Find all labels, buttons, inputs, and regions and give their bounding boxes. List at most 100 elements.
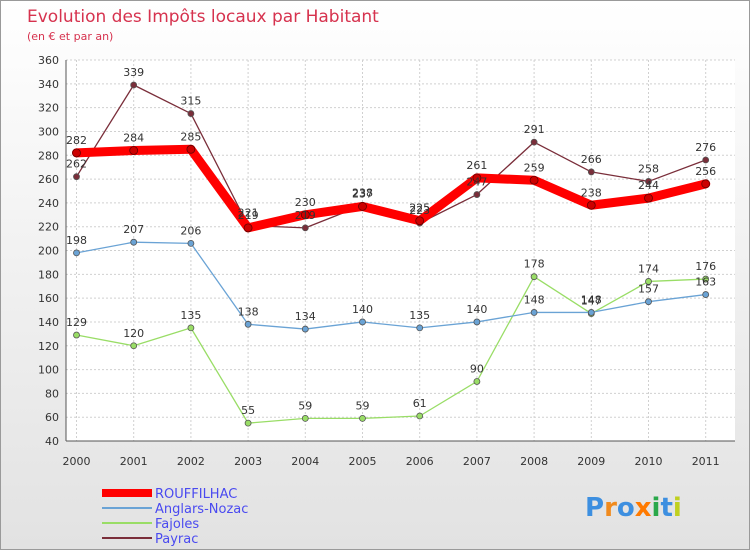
data-label: 247 [466, 176, 487, 189]
chart-subtitle: (en € et par an) [27, 30, 113, 43]
data-point [73, 173, 80, 181]
data-point [243, 223, 253, 233]
x-tick-label: 2001 [120, 455, 148, 468]
y-tick-label: 40 [45, 435, 59, 448]
data-label: 129 [66, 316, 87, 329]
series-rouffilhac [72, 144, 711, 233]
data-label: 148 [524, 293, 545, 306]
data-label: 176 [695, 260, 716, 273]
data-labels: 282 284 285 219 230 237 225 261 259 238 244 256 198 2… [66, 66, 716, 417]
data-label: 55 [241, 404, 255, 417]
data-point [130, 238, 138, 246]
series-fajoles [73, 273, 710, 427]
data-point [645, 278, 652, 285]
data-label: 59 [298, 399, 312, 412]
y-tick-label: 120 [38, 340, 59, 353]
y-tick-label: 240 [38, 197, 59, 210]
data-label: 134 [295, 310, 316, 323]
data-label: 238 [352, 186, 373, 199]
brand-letter: i [652, 493, 661, 523]
data-label: 237 [352, 187, 373, 200]
x-tick-label: 2000 [63, 455, 91, 468]
data-label: 198 [66, 234, 87, 247]
data-point [301, 224, 309, 232]
data-label: 178 [524, 258, 545, 271]
data-point [644, 193, 653, 203]
data-label: 206 [180, 224, 201, 237]
data-label: 238 [581, 186, 602, 199]
legend-label: Fajoles [155, 517, 199, 532]
data-label: 223 [409, 204, 430, 217]
data-label: 262 [66, 158, 87, 171]
brand-text: Proxiti [585, 493, 682, 523]
data-label: 135 [180, 309, 201, 322]
series-anglars-nozac [73, 238, 710, 333]
data-label: 147 [581, 295, 602, 308]
data-label: 256 [695, 165, 716, 178]
x-tick-label: 2007 [463, 455, 491, 468]
x-tick-label: 2008 [520, 455, 548, 468]
data-label: 284 [123, 131, 144, 144]
data-point [587, 309, 595, 316]
data-point [301, 414, 309, 422]
y-tick-label: 300 [38, 125, 59, 138]
data-point [358, 202, 367, 211]
data-label: 207 [123, 223, 144, 236]
y-tick-label: 200 [38, 245, 59, 258]
data-point [244, 419, 252, 427]
data-label: 148 [581, 293, 602, 306]
legend-label: ROUFFILHAC [155, 487, 237, 502]
brand-letter: o [617, 493, 635, 523]
plot-area: 40 60 80 100 120 140 160 180 200 220 240 260 280 300 3… [38, 54, 735, 468]
data-label: 282 [66, 134, 87, 147]
y-tick-label: 280 [38, 149, 59, 162]
data-label: 285 [180, 130, 201, 143]
data-point [73, 331, 80, 339]
data-point [244, 320, 252, 328]
data-label: 140 [466, 303, 487, 316]
data-label: 219 [238, 209, 259, 222]
series-line [75, 276, 707, 424]
brand-letter: i [673, 493, 682, 523]
data-label: 244 [638, 179, 659, 192]
y-tick-label: 100 [38, 364, 59, 377]
data-label: 276 [695, 141, 716, 154]
data-point [359, 318, 366, 326]
data-point [529, 175, 539, 185]
x-tick-label: 2005 [349, 455, 377, 468]
data-point [130, 81, 138, 89]
data-point [530, 138, 538, 146]
data-label: 230 [295, 196, 316, 209]
data-label: 174 [638, 262, 659, 275]
y-tick-label: 140 [38, 316, 59, 329]
data-label: 61 [413, 397, 427, 410]
data-point [645, 178, 652, 185]
x-tick-label: 2011 [692, 455, 720, 468]
data-point [415, 216, 425, 226]
data-point [73, 249, 80, 257]
data-label: 315 [180, 95, 201, 108]
data-point [645, 298, 652, 306]
x-tick-label: 2004 [291, 455, 319, 468]
data-label: 266 [581, 153, 602, 166]
data-point [701, 179, 711, 189]
data-label: 59 [356, 399, 370, 412]
data-label: 259 [524, 161, 545, 174]
data-point [530, 309, 538, 316]
data-point [702, 275, 710, 283]
x-tick-label: 2002 [177, 455, 205, 468]
y-tick-label: 80 [45, 387, 59, 400]
y-tick-label: 160 [38, 292, 59, 305]
y-tick-label: 260 [38, 173, 59, 186]
data-point [359, 414, 366, 422]
data-point [473, 378, 481, 385]
data-label: 90 [470, 362, 484, 375]
data-point [187, 239, 195, 247]
data-label: 225 [409, 202, 430, 215]
data-point [472, 173, 482, 183]
data-point [129, 146, 139, 155]
data-point [587, 168, 595, 176]
data-label: 261 [466, 159, 487, 172]
